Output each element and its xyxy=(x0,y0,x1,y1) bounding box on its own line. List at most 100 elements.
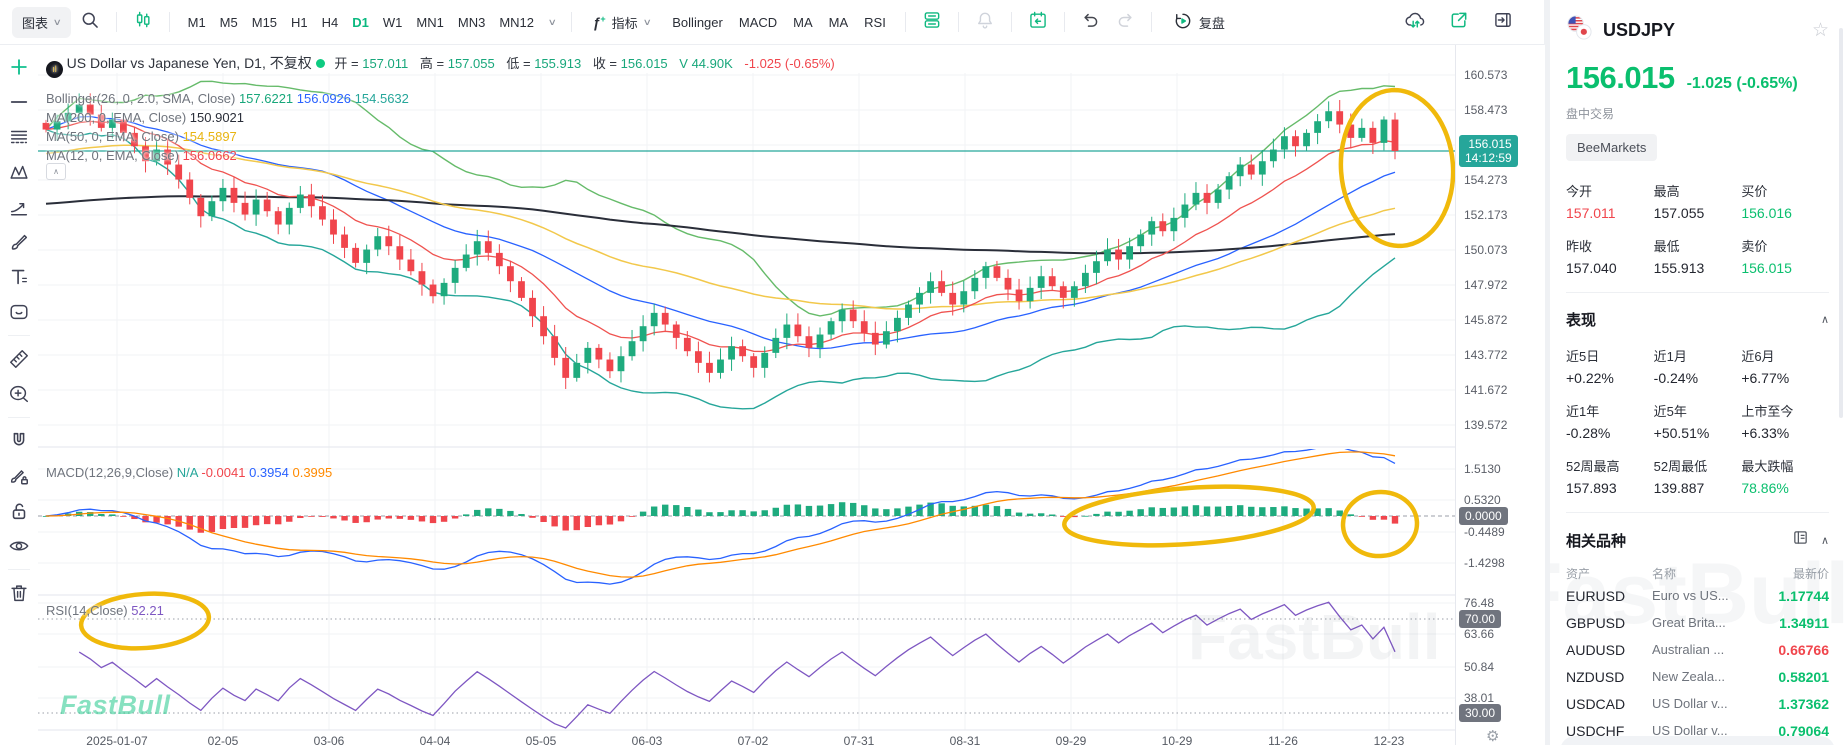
ohlc-high: 157.055 xyxy=(447,56,495,71)
divider xyxy=(904,12,906,32)
zoom-in-tool-icon[interactable] xyxy=(5,380,33,408)
annotation-circle-rsi-value[interactable] xyxy=(78,590,212,653)
undo-button[interactable] xyxy=(1076,7,1106,37)
indicator-shortcut-bollinger[interactable]: Bollinger xyxy=(672,14,723,30)
calendar-button[interactable] xyxy=(1023,7,1053,37)
stat-label: 最高 xyxy=(1653,184,1680,199)
alert-button[interactable] xyxy=(970,7,1000,37)
axis-settings-gear-icon[interactable]: ⚙ xyxy=(1486,728,1500,745)
divider xyxy=(1150,12,1152,32)
annotation-circle-price-pullback[interactable] xyxy=(1336,86,1455,249)
ma200-legend[interactable]: MA(200, 0, EMA, Close) 150.9021 xyxy=(46,110,244,125)
text-tool-icon[interactable] xyxy=(5,263,33,291)
open-external-button[interactable] xyxy=(1444,7,1474,37)
price-axis-column[interactable]: 156.015 14:12:59 ⚙ 160.573 158.473 154.273… xyxy=(1455,45,1545,745)
timeframe-m5[interactable]: M5 xyxy=(219,14,238,30)
sidebar-bottom-button[interactable] xyxy=(1560,736,1835,745)
indicators-button[interactable]: ƒ+ 指标 ∨ xyxy=(583,7,661,38)
replay-label: 复盘 xyxy=(1198,15,1225,31)
trend-arrow-tool-icon[interactable] xyxy=(5,193,33,221)
indicator-shortcut-ma-3[interactable]: MA xyxy=(828,14,849,30)
indicator-shortcut-ma-2[interactable]: MA xyxy=(793,14,813,30)
trash-tool-icon[interactable] xyxy=(5,579,33,607)
brush-tool-icon[interactable] xyxy=(5,228,33,256)
related-row-usdchf[interactable]: USDCHF US Dollar v... 0.79064 xyxy=(1566,717,1829,744)
search-button[interactable] xyxy=(75,7,105,37)
related-table-header: 资产 名称 最新价 xyxy=(1566,565,1829,582)
timeframe-m1[interactable]: M1 xyxy=(187,14,206,30)
template-icon xyxy=(922,10,942,35)
magnet-tool-icon[interactable] xyxy=(5,427,33,455)
related-row-eurusd[interactable]: EURUSD Euro vs US... 1.17744 xyxy=(1566,582,1829,609)
stat-value: 157.040 xyxy=(1566,260,1617,276)
price-chart-canvas[interactable] xyxy=(38,45,1455,745)
stat-label: 最低 xyxy=(1653,239,1680,254)
replay-button[interactable]: 复盘 xyxy=(1163,5,1235,40)
annotation-circle-macd-flat-zone[interactable] xyxy=(1062,479,1316,552)
related-symbol: GBPUSD xyxy=(1566,614,1626,631)
favorite-star-icon[interactable]: ☆ xyxy=(1811,19,1829,41)
template-button[interactable] xyxy=(917,7,947,37)
related-row-audusd[interactable]: AUDUSD Australian ... 0.66766 xyxy=(1566,636,1829,663)
lock-tool-icon[interactable] xyxy=(5,497,33,525)
timeframe-w1[interactable]: W1 xyxy=(382,14,403,30)
axis-label: 141.672 xyxy=(1464,383,1508,397)
eye-tool-icon[interactable] xyxy=(5,532,33,560)
add-tool-icon[interactable] xyxy=(5,53,33,81)
sidebar-scrollbar[interactable] xyxy=(1839,28,1843,418)
timeframe-mn3[interactable]: MN3 xyxy=(457,14,486,30)
rsi-legend[interactable]: RSI(14,Close) 52.21 xyxy=(46,603,164,618)
related-symbol: AUDUSD xyxy=(1566,641,1626,658)
timeframes-chevron-icon[interactable]: ∨ xyxy=(547,16,557,27)
stat-cell: 最高 157.055 xyxy=(1654,181,1742,221)
timeframe-mn12[interactable]: MN12 xyxy=(499,14,534,30)
ma12-legend[interactable]: MA(12, 0, EMA, Close) 156.0662 xyxy=(46,148,237,163)
timeframe-group: M1 M5 M15 H1 H4 D1 W1 MN1 MN3 MN12 xyxy=(181,9,541,36)
related-row-usdcad[interactable]: USDCAD US Dollar v... 1.37362 xyxy=(1566,690,1829,717)
broker-chip[interactable]: BeeMarkets xyxy=(1566,134,1658,161)
chart-area[interactable]: FastBull ıl US Dollar vs Japanese Yen, D… xyxy=(38,45,1455,745)
stat-label: 最大跌幅 xyxy=(1741,459,1794,474)
col-last: 最新价 xyxy=(1792,567,1829,581)
cloud-sync-button[interactable] xyxy=(1400,7,1430,37)
indicator-shortcut-macd[interactable]: MACD xyxy=(738,14,778,30)
stat-cell: 52周最高 157.893 xyxy=(1566,456,1654,496)
performance-collapse-icon[interactable]: ∧ xyxy=(1820,314,1829,326)
timeframe-d1[interactable]: D1 xyxy=(352,14,369,30)
panel-view-icon[interactable] xyxy=(1792,529,1809,551)
ma50-value: 154.5897 xyxy=(182,129,237,144)
chart-type-button[interactable] xyxy=(128,7,158,37)
related-row-gbpusd[interactable]: GBPUSD Great Brita... 1.34911 xyxy=(1566,609,1829,636)
timeframe-mn1[interactable]: MN1 xyxy=(416,14,444,30)
axis-label: 150.073 xyxy=(1464,243,1508,257)
macd-series xyxy=(42,449,1399,585)
emoji-tool-icon[interactable] xyxy=(5,298,33,326)
macd-hist-value: -0.0041 xyxy=(201,465,246,480)
stat-cell: 近1月 -0.24% xyxy=(1654,346,1742,386)
brush-lock-tool-icon[interactable] xyxy=(5,462,33,490)
chart-menu-button[interactable]: 图表 ∨ xyxy=(12,6,71,38)
chart-menu-label: 图表 xyxy=(22,15,49,31)
bollinger-legend[interactable]: Bollinger(26, 0, 2.0, SMA, Close) 157.62… xyxy=(46,91,409,106)
ruler-tool-icon[interactable] xyxy=(5,345,33,373)
time-axis-label: 07-31 xyxy=(843,734,875,745)
indicator-shortcut-rsi[interactable]: RSI xyxy=(864,14,886,30)
timeframe-m15[interactable]: M15 xyxy=(251,14,278,30)
collapse-panel-button[interactable] xyxy=(1488,7,1518,37)
annotation-circle-macd-cross[interactable] xyxy=(1340,489,1420,559)
ma50-legend[interactable]: MA(50, 0, EMA, Close) 154.5897 xyxy=(46,129,237,144)
macd-legend[interactable]: MACD(12,26,9,Close) N/A -0.0041 0.3954 0… xyxy=(46,465,332,480)
trendline-tool-icon[interactable] xyxy=(5,88,33,116)
timeframe-h4[interactable]: H4 xyxy=(321,14,339,30)
related-name: New Zeala... xyxy=(1652,669,1725,684)
bollinger-lower-value: 154.5632 xyxy=(354,91,409,106)
related-symbol: NZDUSD xyxy=(1566,668,1625,685)
fib-lines-tool-icon[interactable] xyxy=(5,123,33,151)
timeframe-h1[interactable]: H1 xyxy=(291,14,308,30)
redo-button[interactable] xyxy=(1110,7,1140,37)
related-row-nzdusd[interactable]: NZDUSD New Zeala... 0.58201 xyxy=(1566,663,1829,690)
pattern-tool-icon[interactable] xyxy=(5,158,33,186)
legend-collapse-button[interactable]: ∧ xyxy=(46,163,66,180)
macd-na-value: N/A xyxy=(176,465,198,480)
related-collapse-icon[interactable]: ∧ xyxy=(1820,534,1829,547)
